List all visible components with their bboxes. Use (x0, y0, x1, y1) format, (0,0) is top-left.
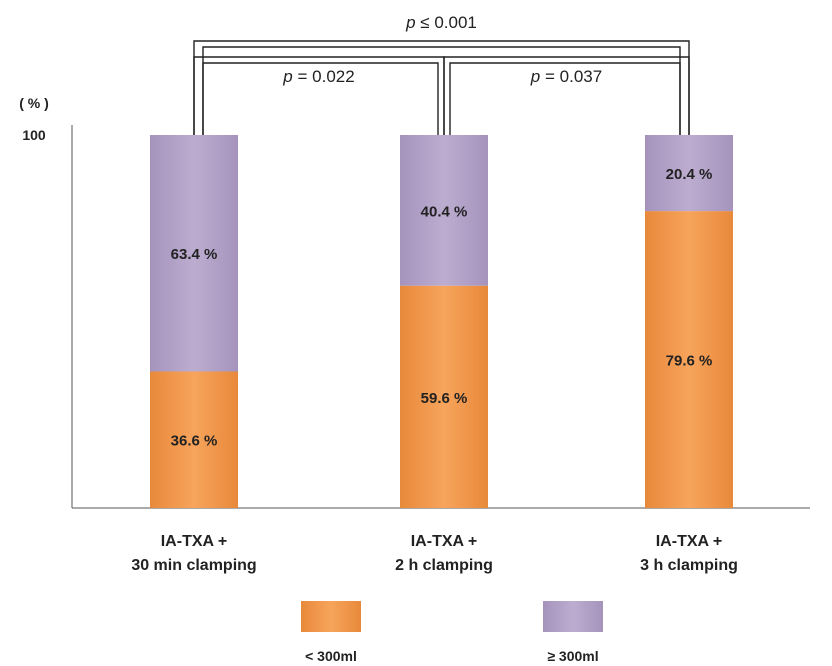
bar-segment-above-300ml (400, 135, 488, 286)
legend-swatch (301, 601, 361, 632)
p-value: ≤ 0.001 (416, 13, 477, 32)
legend-swatch (543, 601, 603, 632)
p-symbol: p (530, 67, 540, 86)
p-value: = 0.037 (540, 67, 602, 86)
p-symbol: p (282, 67, 292, 86)
bar-value-label: 20.4 % (666, 166, 713, 183)
y-axis-unit-label: ( % ) (19, 95, 49, 111)
bar-value-label: 59.6 % (421, 390, 468, 407)
bar-value-label: 79.6 % (666, 353, 713, 370)
bar-value-label: 40.4 % (421, 203, 468, 220)
legend-label: ≥ 300ml (547, 648, 598, 664)
bar-value-label: 63.4 % (171, 246, 218, 263)
x-category-label: IA-TXA + (411, 533, 478, 550)
bar-segment-above-300ml (645, 135, 733, 212)
bar-segment-below-300ml (400, 285, 488, 508)
p-value-label: p = 0.022 (282, 67, 354, 86)
p-value: = 0.022 (293, 67, 355, 86)
x-category-label: IA-TXA + (656, 533, 723, 550)
x-category-label: 2 h clamping (395, 557, 493, 574)
x-category-label: 30 min clamping (131, 557, 256, 574)
p-value-label: p ≤ 0.001 (405, 13, 477, 32)
bracket-line (193, 40, 690, 135)
bar-segment-above-300ml (150, 135, 238, 372)
significance-bracket: p = 0.037 (443, 56, 690, 135)
x-category-label: IA-TXA + (161, 533, 228, 550)
bar-segment-below-300ml (645, 211, 733, 509)
p-symbol: p (405, 13, 415, 32)
p-value-label: p = 0.037 (530, 67, 602, 86)
x-category-label: 3 h clamping (640, 557, 738, 574)
significance-bracket: p = 0.022 (193, 56, 445, 135)
y-tick-label: 100 (22, 127, 46, 143)
bar-segment-below-300ml (150, 371, 238, 508)
legend-label: < 300ml (305, 648, 357, 664)
significance-bracket: p ≤ 0.001 (193, 13, 690, 135)
bar-value-label: 36.6 % (171, 433, 218, 450)
